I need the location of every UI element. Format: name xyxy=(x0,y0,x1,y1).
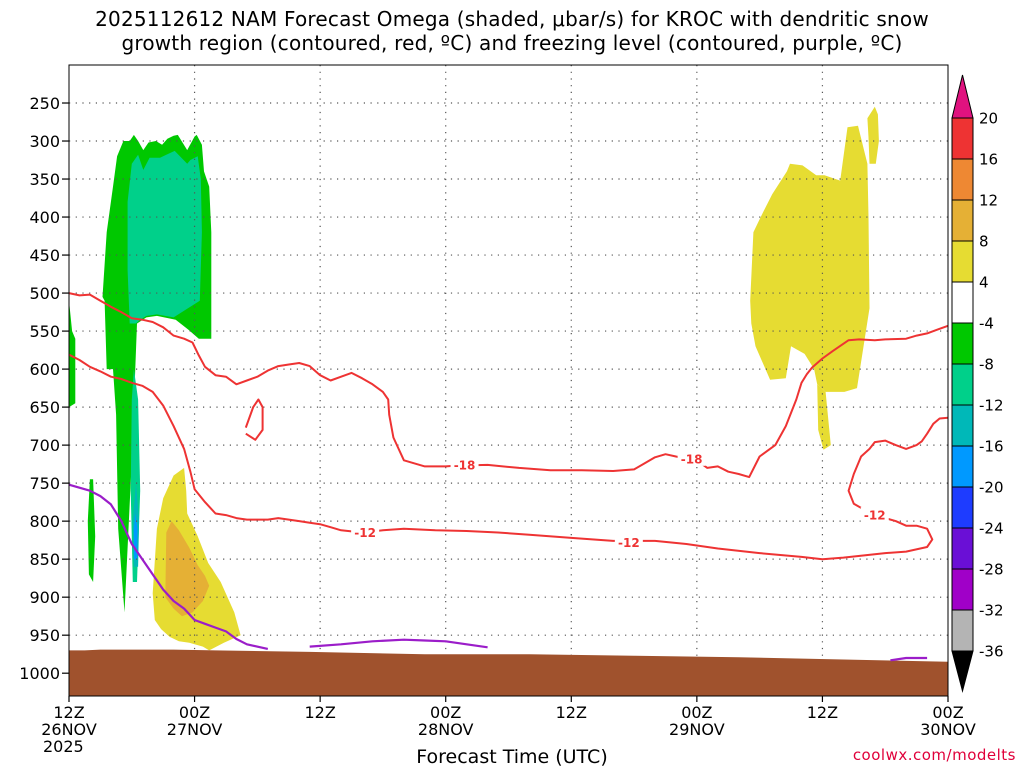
colorbar-segment-4 xyxy=(951,281,974,324)
colorbar-label--28: -28 xyxy=(979,561,1004,579)
contour-label-bg-1 xyxy=(677,450,706,466)
y-tick-label-950: 950 xyxy=(29,626,60,645)
dgz-contour-0 xyxy=(68,292,949,479)
y-tick-label-450: 450 xyxy=(29,246,60,265)
colorbar-bottom-arrow xyxy=(951,650,974,693)
x-tick-label-24-line1: 12Z xyxy=(304,703,335,722)
x-tick-label-0-line1: 12Z xyxy=(53,703,84,722)
contour-label-4: -12 xyxy=(864,509,886,523)
colorbar-label-12: 12 xyxy=(979,192,998,210)
x-tick-label-60-line1: 00Z xyxy=(681,703,712,722)
colorbar-segment-0 xyxy=(951,117,974,160)
colorbar-segment-2 xyxy=(951,199,974,242)
colorbar-segment-9 xyxy=(951,486,974,529)
colorbar-segment-11 xyxy=(951,568,974,611)
x-axis-label: Forecast Time (UTC) xyxy=(416,746,608,768)
contour-label-bg-4 xyxy=(860,507,889,523)
x-tick-label-84-line2: 30NOV xyxy=(920,720,976,739)
colorbar-label--20: -20 xyxy=(979,479,1004,497)
contour-layer: -18 -18 -12 -12 -12 xyxy=(68,292,949,662)
y-tick-label-750: 750 xyxy=(29,474,60,493)
x-tick-label-12-line2: 27NOV xyxy=(167,720,223,739)
y-tick-label-400: 400 xyxy=(29,208,60,227)
omega-shade-region-3 xyxy=(127,150,202,324)
chart-title-line2: growth region (contoured, red, ºC) and f… xyxy=(121,31,903,55)
chart-title-line1: 2025112612 NAM Forecast Omega (shaded, μ… xyxy=(95,7,929,31)
colorbar-label-4: 4 xyxy=(979,274,989,292)
colorbar-label--24: -24 xyxy=(979,520,1004,538)
x-tick-label-12-line1: 00Z xyxy=(179,703,210,722)
x-tick-label-84-line1: 00Z xyxy=(932,703,963,722)
x-tick-label-36-line1: 00Z xyxy=(430,703,461,722)
x-tick-label-72-line1: 12Z xyxy=(807,703,838,722)
x-tick-label-48-line1: 12Z xyxy=(556,703,587,722)
y-axis: 250 300 350 400 450 500 550 600 650 700 750 800 850 9… xyxy=(19,94,69,683)
colorbar-segment-3 xyxy=(951,240,974,283)
colorbar-label--36: -36 xyxy=(979,643,1004,661)
credit-link[interactable]: coolwx.com/modelts xyxy=(852,746,1016,764)
contour-label-1: -18 xyxy=(681,452,703,466)
chart-title: 2025112612 NAM Forecast Omega (shaded, μ… xyxy=(0,7,1024,55)
contour-label-bg-0 xyxy=(450,456,479,472)
omega-shade-region-9 xyxy=(750,125,870,392)
grid-layer xyxy=(69,65,948,696)
omega-shade-region-10 xyxy=(867,106,879,164)
colorbar-segment-7 xyxy=(951,404,974,447)
y-tick-label-800: 800 xyxy=(29,512,60,531)
colorbar-segment-5 xyxy=(951,322,974,365)
colorbar-label--12: -12 xyxy=(979,397,1004,415)
colorbar-label--8: -8 xyxy=(979,356,994,374)
plot-frame xyxy=(68,64,949,697)
omega-shade-region-2 xyxy=(87,479,96,582)
colorbar-label-16: 16 xyxy=(979,151,998,169)
contour-label-0: -18 xyxy=(454,458,476,472)
ground-layer xyxy=(69,649,948,696)
y-tick-label-1000: 1000 xyxy=(19,664,60,683)
dgz-contour-1 xyxy=(244,398,264,441)
y-tick-label-600: 600 xyxy=(29,360,60,379)
y-tick-label-300: 300 xyxy=(29,132,60,151)
contour-label-bg-3 xyxy=(614,534,643,550)
y-tick-label-350: 350 xyxy=(29,170,60,189)
x-tick-label-0-line2: 26NOV xyxy=(41,720,97,739)
colorbar-top-arrow xyxy=(951,74,974,119)
contour-label-3: -12 xyxy=(618,536,640,550)
ground-terrain xyxy=(69,649,948,696)
y-tick-label-650: 650 xyxy=(29,398,60,417)
colorbar-label-8: 8 xyxy=(979,233,989,251)
contour-label-bg-2 xyxy=(351,524,380,540)
omega-shading-layer xyxy=(69,106,879,651)
colorbar: 20 16 12 8 4 -4 -8 -12 -16 -20 -24 -28 -32 -36 xyxy=(951,74,1004,693)
colorbar-label--16: -16 xyxy=(979,438,1004,456)
y-tick-label-550: 550 xyxy=(29,322,60,341)
x-tick-label-60-line2: 29NOV xyxy=(669,720,725,739)
colorbar-segment-6 xyxy=(951,363,974,406)
omega-shade-region-1 xyxy=(69,300,76,408)
y-tick-label-900: 900 xyxy=(29,588,60,607)
colorbar-segment-8 xyxy=(951,445,974,488)
colorbar-segment-10 xyxy=(951,527,974,570)
colorbar-segment-12 xyxy=(951,609,974,652)
freezing-level-contour-1 xyxy=(309,638,488,649)
colorbar-label--32: -32 xyxy=(979,602,1004,620)
freezing-level-contour-2 xyxy=(890,656,928,662)
colorbar-label-20: 20 xyxy=(979,110,998,128)
y-tick-label-700: 700 xyxy=(29,436,60,455)
contour-label-2: -12 xyxy=(354,526,376,540)
y-tick-label-500: 500 xyxy=(29,284,60,303)
x-tick-label-0-line3: 2025 xyxy=(43,737,84,756)
omega-shade-region-11 xyxy=(817,384,831,450)
colorbar-label--4: -4 xyxy=(979,315,994,333)
colorbar-segment-1 xyxy=(951,158,974,201)
y-tick-label-850: 850 xyxy=(29,550,60,569)
x-tick-label-36-line2: 28NOV xyxy=(418,720,474,739)
y-tick-label-250: 250 xyxy=(29,94,60,113)
omega-shade-region-8 xyxy=(165,521,210,617)
dgz-contour-2 xyxy=(68,353,949,561)
freezing-level-contour-0 xyxy=(68,483,269,650)
